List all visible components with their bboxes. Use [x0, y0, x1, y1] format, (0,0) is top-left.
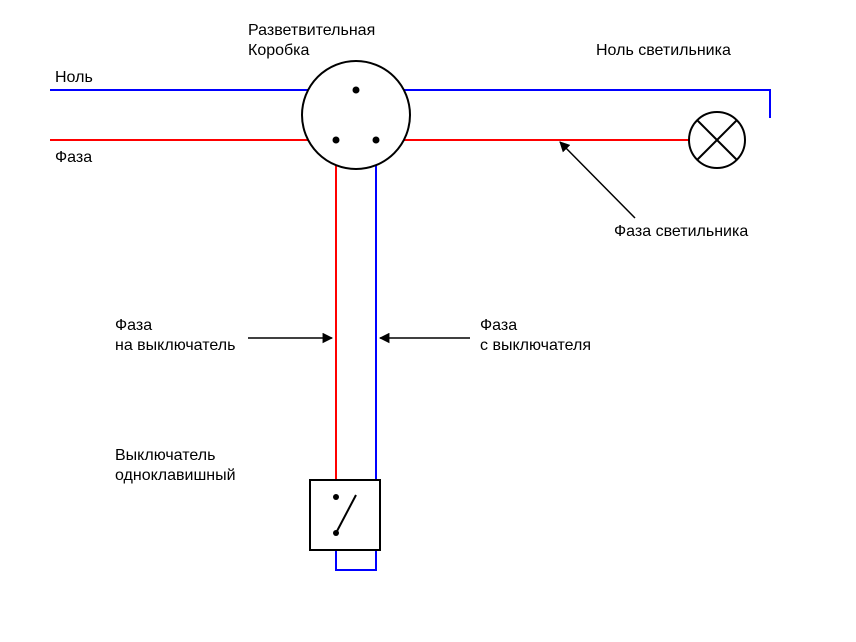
label-switch-2: одноклавишный — [115, 467, 236, 484]
lamp-symbol — [689, 112, 745, 168]
label-phase-in: Фаза — [55, 149, 92, 166]
label-switch-1: Выключатель — [115, 447, 215, 464]
label-phase-from-switch-2: с выключателя — [480, 337, 591, 354]
label-phase-to-switch-1: Фаза — [115, 317, 152, 334]
arrow-phase-lamp — [560, 142, 635, 218]
label-phase-from-switch-1: Фаза — [480, 317, 517, 334]
label-phase-lamp: Фаза светильника — [614, 223, 748, 240]
switch-symbol — [310, 480, 380, 550]
junction-dot — [373, 137, 380, 144]
label-junction-box-2: Коробка — [248, 42, 310, 59]
junction-dot — [333, 137, 340, 144]
label-neutral-lamp: Ноль светильника — [596, 42, 731, 59]
junction-dot — [353, 87, 360, 94]
label-junction-box-1: Разветвительная — [248, 22, 375, 39]
label-neutral-in: Ноль — [55, 69, 93, 86]
junction-box — [302, 61, 410, 169]
label-phase-to-switch-2: на выключатель — [115, 337, 235, 354]
wiring-diagram: Ноль Фаза Разветвительная Коробка Ноль с… — [0, 0, 856, 642]
